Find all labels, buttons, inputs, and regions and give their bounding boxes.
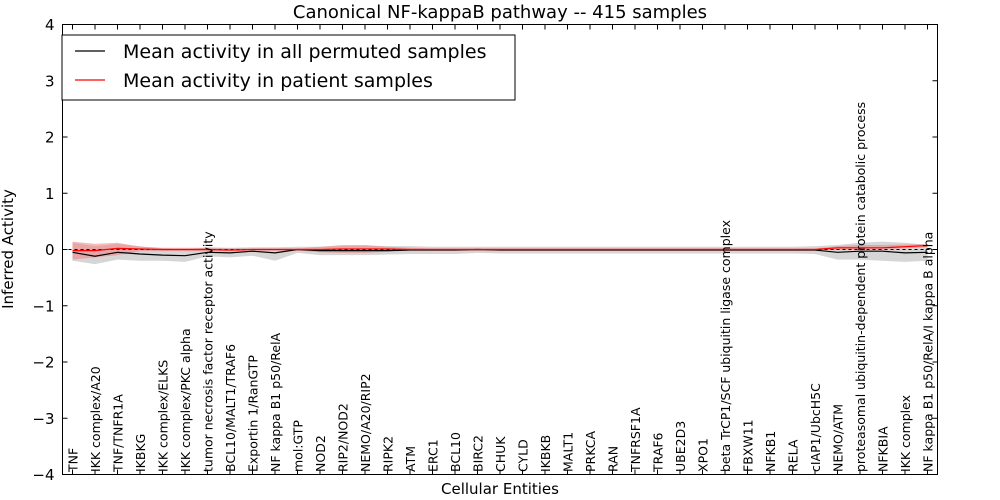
y-tick-label: −4 — [32, 466, 54, 484]
entity-label: IKBKG — [133, 434, 148, 472]
x-axis: TNF IKK complex/A20 TNF/TNFR1A IKBKG IKK com… — [66, 24, 936, 475]
entity-label: IKK complex — [898, 395, 913, 472]
entity-label: CHUK — [493, 436, 508, 472]
entity-label: TNF/TNFR1A — [111, 394, 126, 473]
entity-label: PRKCA — [583, 431, 598, 472]
y-tick-label: 0 — [45, 241, 55, 259]
y-tick-label: −1 — [32, 297, 54, 315]
entity-label: TRAF6 — [651, 432, 666, 473]
confidence-bands — [72, 241, 928, 265]
patient-confidence-band — [72, 241, 928, 260]
legend-label-patient: Mean activity in patient samples — [123, 70, 433, 92]
entity-label: cIAP1/UbcH5C — [808, 383, 823, 472]
entity-label: proteasomal ubiquitin-dependent protein … — [853, 102, 868, 472]
entity-label: IKBKB — [538, 435, 553, 472]
entity-label: BCL10/MALT1/TRAF6 — [223, 344, 238, 472]
legend-label-permuted: Mean activity in all permuted samples — [123, 41, 486, 63]
y-axis: 4 3 2 1 0 −1 −2 −3 −4 — [32, 16, 938, 484]
entity-label: RIP2/NOD2 — [336, 403, 351, 472]
y-tick-label: 4 — [45, 16, 55, 34]
legend-box — [61, 34, 516, 101]
entity-label: tumor necrosis factor receptor activity — [201, 231, 216, 472]
entity-label: BIRC2 — [471, 435, 486, 472]
entity-label: NFKBIA — [876, 426, 891, 472]
x-axis-label: Cellular Entities — [441, 480, 559, 498]
y-tick-label: −3 — [32, 410, 54, 428]
entity-label: RELA — [786, 439, 801, 472]
entity-label: BCL10 — [448, 432, 463, 472]
entity-label: IKK complex/ELKS — [156, 360, 171, 472]
entity-label: CYLD — [516, 439, 531, 472]
y-axis-label: Inferred Activity — [0, 189, 17, 309]
patient-mean-line — [72, 244, 928, 252]
entity-label: NEMO/ATM — [831, 404, 846, 472]
entity-label: NEMO/A20/RIP2 — [358, 373, 373, 472]
entity-label: FBXW11 — [741, 419, 756, 472]
entity-label: MALT1 — [561, 432, 576, 472]
entity-label: beta TrCP1/SCF ubiquitin ligase complex — [718, 220, 733, 472]
entity-label: IKK complex/PKC alpha — [178, 328, 193, 472]
permuted-confidence-band — [72, 241, 928, 265]
entity-label: TNFRSF1A — [628, 407, 643, 473]
entity-label: NOD2 — [313, 435, 328, 472]
entity-label: mol:GTP — [291, 420, 306, 472]
chart-title: Canonical NF-kappaB pathway -- 415 sampl… — [293, 2, 707, 23]
entity-label: NFKB1 — [763, 431, 778, 472]
y-tick-label: −2 — [32, 354, 54, 372]
entity-label: IKK complex/A20 — [88, 366, 103, 472]
entity-label: ATM — [403, 446, 418, 472]
entity-label: XPO1 — [696, 438, 711, 472]
entity-label: TNF — [66, 448, 81, 473]
entity-label: RAN — [606, 446, 621, 472]
legend: Mean activity in all permuted samples Me… — [61, 34, 516, 101]
entity-label: RIPK2 — [381, 436, 396, 472]
y-tick-label: 3 — [45, 72, 55, 90]
y-tick-label: 1 — [45, 185, 55, 203]
series-lines — [62, 244, 938, 257]
entity-label: Exportin 1/RanGTP — [246, 355, 261, 472]
entity-label: ERC1 — [426, 439, 441, 472]
entity-label: NF kappa B1 p50/RelA — [268, 332, 283, 472]
entity-label: UBE2D3 — [673, 421, 688, 472]
y-tick-label: 2 — [45, 129, 55, 147]
entity-label: NF kappa B1 p50/RelA/I kappa B alpha — [921, 232, 936, 472]
